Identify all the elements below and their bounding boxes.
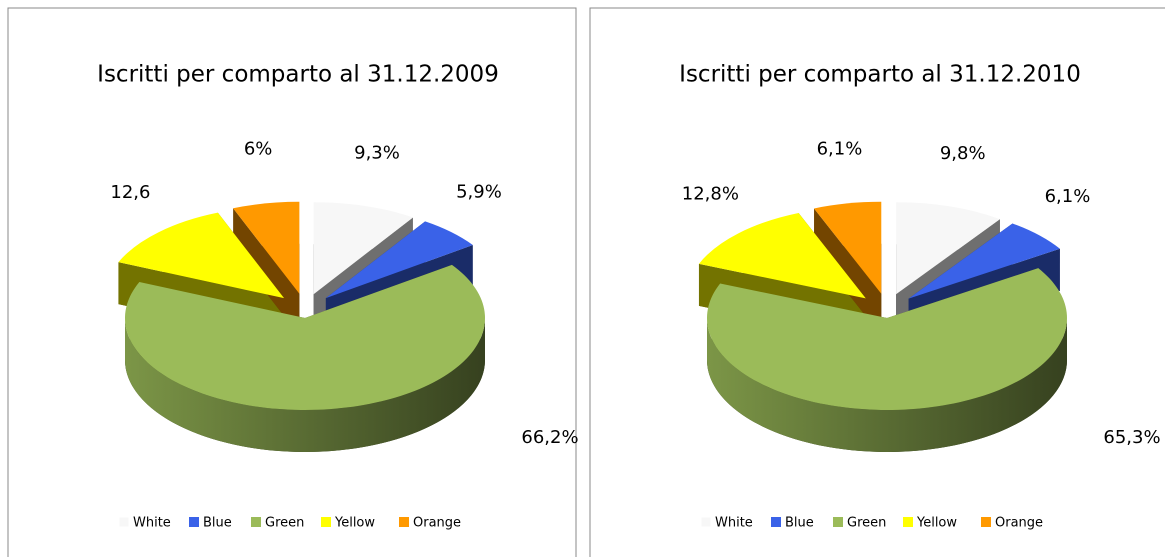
legend-label: Blue: [785, 516, 814, 531]
value-label: 6,1%: [817, 138, 863, 159]
value-label: 6%: [244, 138, 273, 159]
legend-swatch: [321, 517, 331, 527]
value-label: 9,8%: [940, 143, 986, 164]
value-label: 12,6: [110, 182, 150, 203]
chart-title: Iscritti per comparto al 31.12.2010: [679, 62, 1081, 88]
slice-wall: [707, 318, 1067, 452]
legend-label: Blue: [203, 516, 232, 531]
value-label: 65,3%: [1103, 427, 1160, 448]
legend-swatch: [118, 516, 130, 528]
legend-swatch: [251, 517, 261, 527]
slice: [814, 201, 882, 294]
slice: [325, 221, 473, 299]
slice: [896, 202, 1000, 295]
slice: [124, 264, 486, 410]
legend-swatch: [771, 517, 781, 527]
slice-wall: [125, 318, 485, 452]
chart-title: Iscritti per comparto al 31.12.2009: [97, 62, 499, 88]
value-label: 9,3%: [354, 142, 400, 163]
slice: [233, 201, 300, 294]
legend-swatch: [981, 517, 991, 527]
legend-swatch: [399, 517, 409, 527]
slice: [707, 268, 1067, 410]
value-label: 12,8%: [682, 183, 739, 204]
slice: [698, 212, 866, 299]
slice: [313, 202, 413, 295]
slice: [908, 223, 1060, 299]
legend-label: White: [133, 516, 171, 531]
legend-label: White: [715, 516, 753, 531]
slice-edge: [814, 208, 882, 336]
slice: [118, 212, 285, 299]
legend-swatch: [833, 517, 843, 527]
legend-label: Yellow: [916, 516, 957, 531]
value-label: 66,2%: [521, 427, 578, 448]
legend-label: Green: [265, 516, 304, 531]
legend-label: Orange: [995, 516, 1043, 531]
legend-swatch: [189, 517, 199, 527]
value-label: 6,1%: [1045, 186, 1091, 207]
legend-swatch: [700, 516, 712, 528]
slice-edge: [233, 208, 300, 336]
legend-swatch: [903, 517, 913, 527]
value-label: 5,9%: [456, 182, 502, 203]
legend-label: Green: [847, 516, 886, 531]
legend-label: Yellow: [334, 516, 375, 531]
legend-label: Orange: [413, 516, 461, 531]
